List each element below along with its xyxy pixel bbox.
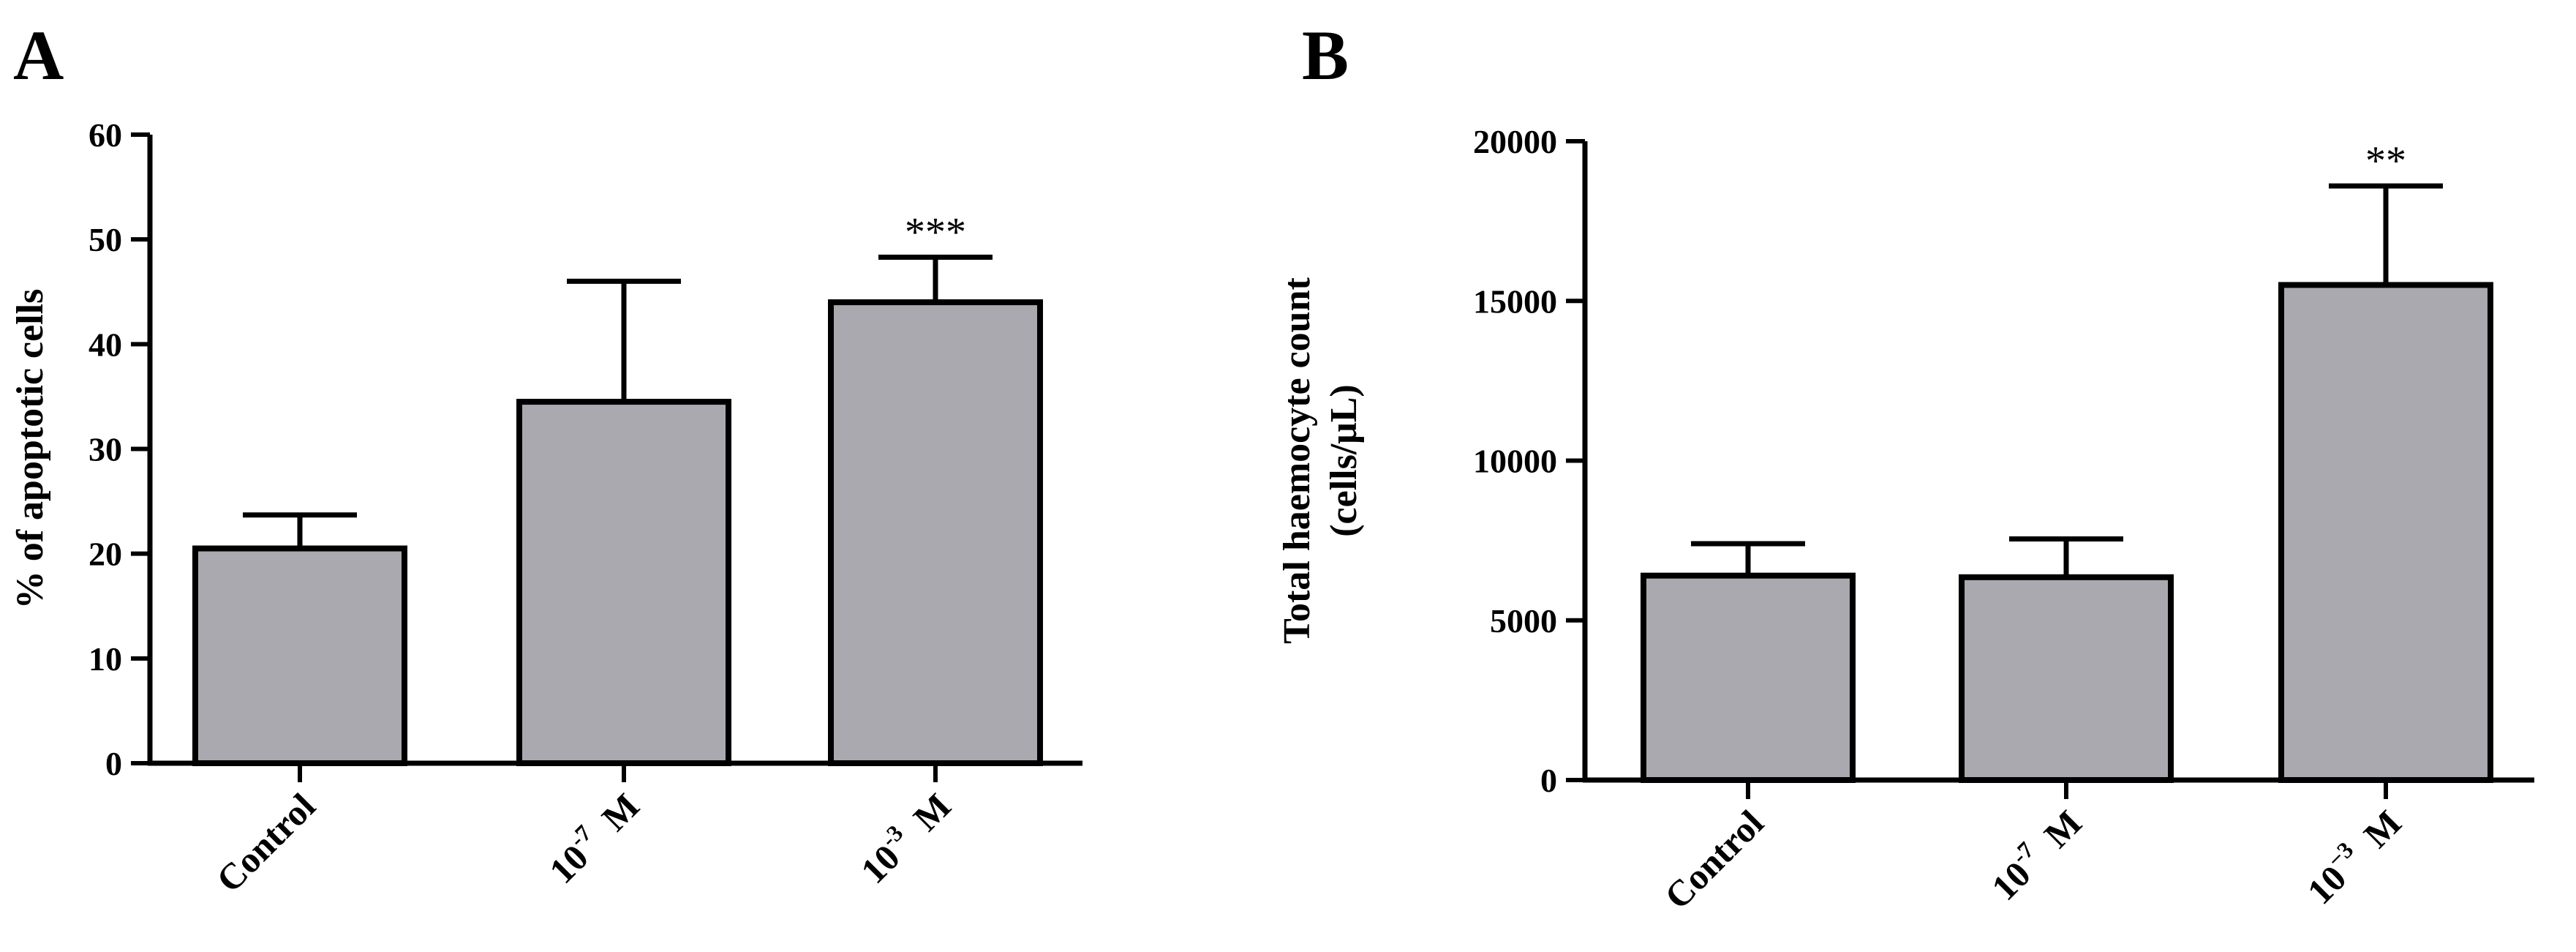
x-tick-label: 10-7 M — [538, 782, 647, 891]
y-tick-label: 10 — [88, 640, 122, 678]
bar — [1641, 572, 1856, 783]
y-axis-title: % of apoptotic cells — [10, 289, 51, 610]
significance-annotation: *** — [905, 210, 966, 255]
y-tick-label: 30 — [88, 431, 122, 468]
x-tick-label: 10-3 M — [850, 782, 959, 891]
bar — [516, 399, 731, 766]
y-tick-label: 20000 — [1473, 123, 1557, 160]
y-tick-label: 20 — [88, 536, 122, 573]
panel-a-letter: A — [13, 16, 64, 94]
x-tick-label: Control — [208, 785, 323, 900]
y-axis-title-unit: (cells/μL) — [1323, 384, 1365, 537]
y-tick-label: 50 — [88, 221, 122, 258]
x-tick-label: 10-7 M — [1981, 799, 2090, 908]
bar — [2278, 282, 2493, 783]
y-tick-label: 0 — [105, 745, 122, 782]
y-tick-label: 10000 — [1473, 443, 1557, 480]
y-axis-title: Total haemocyte count — [1276, 277, 1318, 643]
significance-annotation: ** — [2365, 138, 2406, 184]
y-tick-label: 5000 — [1490, 602, 1557, 640]
y-tick-label: 60 — [88, 116, 122, 154]
y-tick-label: 0 — [1540, 762, 1557, 799]
chart-b-haemocyte-count: 0 5000 10000 15000 20000 Total haemocyte coun… — [1276, 123, 2534, 917]
chart-a-apoptotic-cells: 0 10 20 30 40 50 60 % of apoptotic cells Control… — [10, 116, 1082, 900]
x-tick-label: 10−3 M — [2296, 799, 2409, 912]
y-tick-label: 15000 — [1473, 282, 1557, 320]
y-tick-label: 40 — [88, 326, 122, 363]
panel-b-letter: B — [1302, 16, 1349, 94]
bar — [828, 299, 1043, 767]
bar — [192, 545, 407, 767]
x-tick-label: Control — [1657, 802, 1771, 917]
bar — [1959, 574, 2174, 783]
